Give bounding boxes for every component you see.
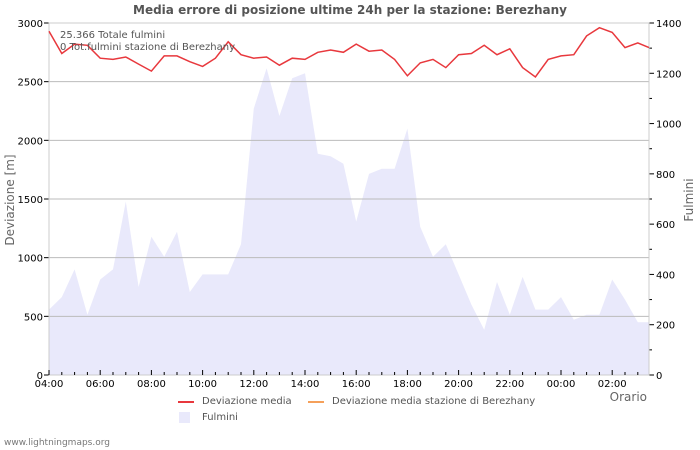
legend-swatch-fulmini (179, 412, 190, 423)
y-tick-label: 2500 (18, 78, 43, 89)
deviazione-media-line (48, 26, 650, 79)
y-right-tick-label: 1000 (656, 120, 681, 131)
x-tick-label: 16:00 (342, 379, 371, 390)
x-axis-label: Orario (610, 390, 647, 404)
footer-credit: www.lightningmaps.org (4, 438, 110, 448)
legend-label-dev-media: Deviazione media (202, 396, 292, 407)
legend-swatch-dev-media (178, 401, 194, 403)
legend-label-dev-station: Deviazione media stazione di Berezhany (332, 396, 536, 407)
x-tick-label: 10:00 (188, 379, 217, 390)
x-tick-label: 02:00 (598, 379, 627, 390)
y-tick-label: 1000 (18, 254, 43, 265)
total-lightning-annotation: 25.366 Totale fulmini (60, 30, 166, 41)
y-tick-label: 1500 (18, 195, 43, 206)
x-tick-label: 04:00 (35, 379, 64, 390)
chart-title: Media errore di posizione ultime 24h per… (133, 3, 567, 17)
y-right-tick-label: 800 (656, 170, 675, 181)
legend-label-fulmini: Fulmini (202, 412, 238, 423)
x-tick-label: 14:00 (291, 379, 320, 390)
x-tick-label: 22:00 (495, 379, 524, 390)
y-right-tick-label: 0 (656, 371, 662, 382)
x-tick-label: 20:00 (444, 379, 473, 390)
y-right-tick-label: 400 (656, 270, 675, 281)
y-tick-label: 0 (37, 371, 43, 382)
y-right-tick-label: 1200 (656, 69, 681, 80)
y-tick-label: 3000 (18, 19, 43, 30)
x-tick-label: 08:00 (137, 379, 166, 390)
y-axis-label: Deviazione [m] (3, 154, 17, 245)
y-right-tick-label: 200 (656, 321, 675, 332)
y-tick-label: 500 (24, 312, 43, 323)
legend-swatch-dev-station (308, 401, 324, 403)
y-right-axis-label: Fulmini (682, 178, 696, 221)
x-tick-label: 12:00 (239, 379, 268, 390)
fulmini-area (49, 68, 649, 376)
station-lightning-annotation: 0 Tot.fulmini stazione di Berezhany (60, 42, 236, 53)
y-right-tick-label: 600 (656, 220, 675, 231)
x-tick-label: 00:00 (547, 379, 576, 390)
y-right-tick-label: 1400 (656, 19, 681, 30)
x-tick-label: 06:00 (86, 379, 115, 390)
x-tick-label: 18:00 (393, 379, 422, 390)
y-tick-label: 2000 (18, 136, 43, 147)
